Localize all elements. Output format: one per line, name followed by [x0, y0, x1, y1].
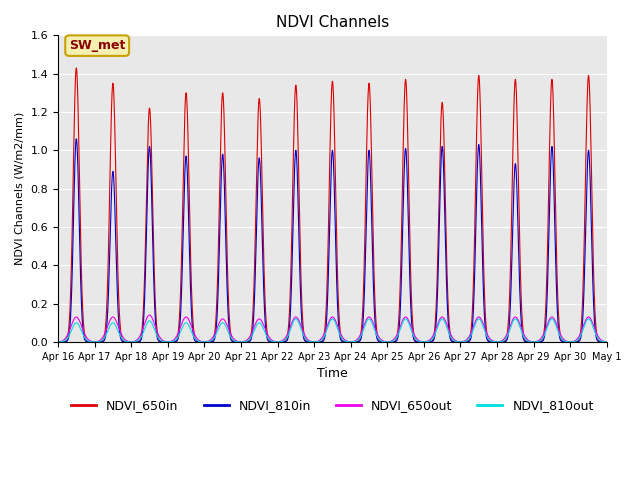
- NDVI_810out: [486, 337, 494, 343]
- NDVI_810out: [260, 326, 268, 332]
- NDVI_650out: [200, 339, 208, 345]
- Legend: NDVI_650in, NDVI_810in, NDVI_650out, NDVI_810out: NDVI_650in, NDVI_810in, NDVI_650out, NDV…: [66, 394, 598, 417]
- NDVI_650out: [54, 339, 62, 345]
- Y-axis label: NDVI Channels (W/m2/mm): NDVI Channels (W/m2/mm): [15, 112, 25, 265]
- NDVI_810in: [408, 327, 416, 333]
- NDVI_650out: [146, 312, 154, 318]
- NDVI_650out: [172, 335, 179, 341]
- NDVI_810out: [172, 337, 179, 343]
- NDVI_650in: [54, 339, 62, 345]
- Text: SW_met: SW_met: [69, 39, 125, 52]
- NDVI_810in: [166, 339, 173, 345]
- NDVI_650in: [486, 339, 494, 345]
- NDVI_650out: [603, 339, 611, 345]
- NDVI_650out: [260, 322, 268, 328]
- NDVI_650in: [601, 339, 609, 345]
- X-axis label: Time: Time: [317, 367, 348, 380]
- NDVI_650in: [408, 312, 416, 318]
- Line: NDVI_810out: NDVI_810out: [58, 319, 607, 342]
- NDVI_810in: [486, 339, 494, 345]
- NDVI_650in: [603, 339, 611, 345]
- NDVI_650in: [127, 339, 135, 345]
- NDVI_810in: [601, 339, 609, 345]
- NDVI_810out: [603, 339, 611, 345]
- NDVI_650in: [72, 65, 80, 71]
- NDVI_650out: [601, 339, 609, 345]
- Line: NDVI_650in: NDVI_650in: [58, 68, 607, 342]
- NDVI_650out: [486, 336, 494, 342]
- NDVI_810out: [601, 339, 609, 345]
- NDVI_650in: [260, 247, 268, 253]
- NDVI_810in: [603, 339, 611, 345]
- Line: NDVI_810in: NDVI_810in: [58, 139, 607, 342]
- NDVI_810out: [54, 339, 62, 345]
- NDVI_810in: [72, 136, 80, 142]
- NDVI_810in: [54, 339, 62, 345]
- Line: NDVI_650out: NDVI_650out: [58, 315, 607, 342]
- NDVI_650in: [172, 338, 179, 344]
- NDVI_650out: [166, 339, 173, 345]
- Title: NDVI Channels: NDVI Channels: [276, 15, 389, 30]
- NDVI_810out: [166, 339, 173, 345]
- NDVI_810out: [408, 330, 416, 336]
- NDVI_810in: [172, 339, 179, 345]
- NDVI_810in: [260, 283, 268, 288]
- NDVI_810in: [91, 339, 99, 345]
- NDVI_650out: [408, 327, 416, 333]
- NDVI_810out: [292, 316, 300, 322]
- NDVI_650in: [166, 339, 173, 345]
